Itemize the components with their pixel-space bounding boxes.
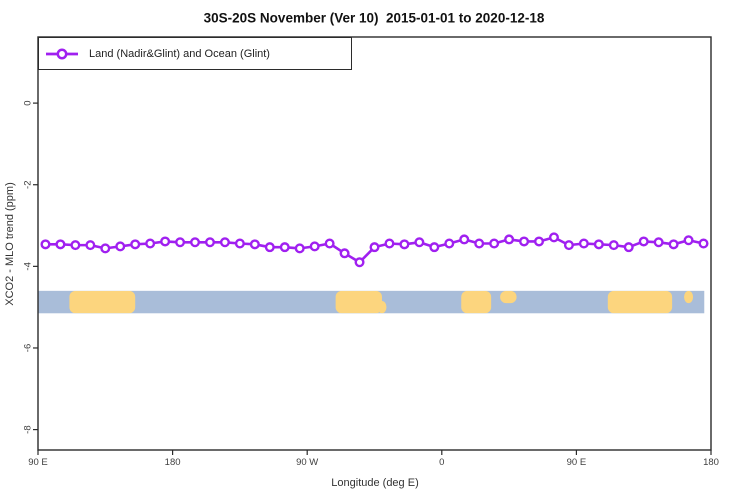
land-patch (335, 290, 382, 314)
data-point-marker (653, 237, 664, 248)
data-point-marker (55, 239, 66, 250)
land-patch (461, 290, 492, 314)
data-point-marker (489, 238, 500, 249)
land-patch (69, 290, 136, 314)
data-point-marker (683, 235, 694, 246)
data-point-marker (70, 240, 81, 251)
data-point-marker (219, 237, 230, 248)
data-point-marker (578, 238, 589, 249)
data-point-marker (474, 238, 485, 249)
data-point-marker (145, 238, 156, 249)
x-axis-title: Longitude (deg E) (331, 477, 419, 489)
data-point-marker (175, 237, 186, 248)
x-tick-label: 90 E (567, 457, 587, 468)
land-patch (500, 290, 517, 304)
data-point-marker (264, 242, 275, 253)
chart-title: 30S-20S November (Ver 10) 2015-01-01 to … (203, 10, 545, 26)
data-point-marker (85, 240, 96, 251)
data-point-marker (354, 257, 365, 268)
land-patch (377, 300, 387, 314)
data-point-marker (309, 241, 320, 252)
data-point-marker (608, 240, 619, 251)
legend-marker-icon (56, 48, 68, 59)
x-tick-label: 0 (439, 457, 444, 468)
data-point-marker (204, 237, 215, 248)
y-tick-label: -4 (23, 262, 34, 270)
data-point-marker (339, 248, 350, 259)
plot-border (37, 36, 712, 451)
data-point-marker (623, 242, 634, 253)
data-point-marker (548, 232, 559, 243)
data-point-marker (534, 236, 545, 247)
x-tick-label: 180 (165, 457, 181, 468)
y-tick-label: 0 (23, 100, 34, 105)
y-tick-label: -2 (23, 181, 34, 189)
data-point-marker (100, 243, 111, 254)
data-point-marker (249, 239, 260, 250)
data-point-marker (668, 239, 679, 250)
data-point-marker (414, 237, 425, 248)
legend-series-swatch (46, 48, 78, 59)
land-patch (607, 290, 673, 314)
data-point-marker (638, 236, 649, 247)
data-point-marker (234, 238, 245, 249)
y-tick-label: -6 (23, 344, 34, 352)
data-point-marker (444, 238, 455, 249)
data-point-marker (190, 237, 201, 248)
x-tick-label: 90 W (296, 457, 318, 468)
legend-box: Land (Nadir&Glint) and Ocean (Glint) (38, 37, 352, 70)
data-point-marker (698, 238, 709, 249)
data-point-marker (115, 241, 126, 252)
data-point-marker (593, 239, 604, 250)
data-point-marker (294, 243, 305, 254)
y-tick-label: -8 (23, 425, 34, 433)
data-point-marker (130, 239, 141, 250)
data-point-marker (504, 234, 515, 245)
data-point-marker (519, 236, 530, 247)
data-point-marker (384, 238, 395, 249)
data-point-marker (369, 242, 380, 253)
data-point-marker (563, 240, 574, 251)
land-patch (684, 290, 694, 304)
data-point-marker (160, 236, 171, 247)
data-point-marker (40, 239, 51, 250)
data-point-marker (324, 238, 335, 249)
x-tick-label: 90 E (28, 457, 48, 468)
data-point-marker (459, 234, 470, 245)
data-point-marker (399, 239, 410, 250)
legend-label: Land (Nadir&Glint) and Ocean (Glint) (89, 47, 270, 60)
data-point-marker (279, 242, 290, 253)
data-point-marker (429, 242, 440, 253)
x-tick-label: 180 (703, 457, 719, 468)
